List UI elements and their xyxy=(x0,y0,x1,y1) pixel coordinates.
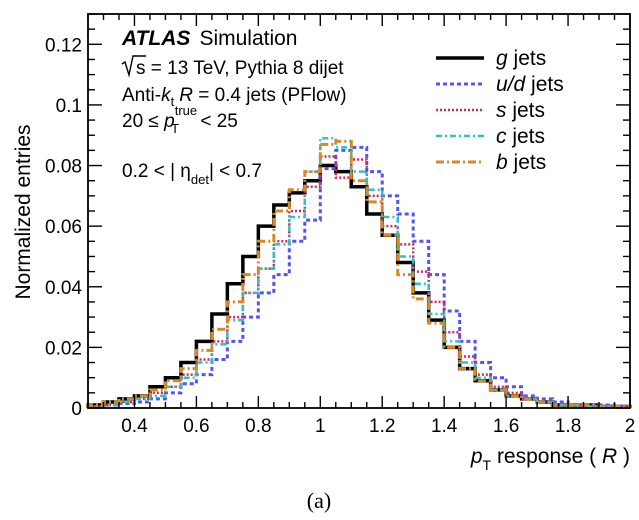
jet-algorithm-annotation: Anti-kt R = 0.4 jets (PFlow) xyxy=(122,85,347,109)
x-tick-label: 1 xyxy=(315,416,326,437)
x-tick-label: 0.4 xyxy=(121,416,148,437)
atlas-label: ATLAS Simulation xyxy=(121,27,298,50)
legend-label: s jets xyxy=(496,99,545,122)
x-axis-label: pT response ( R ) xyxy=(470,445,630,473)
figure-caption: (a) xyxy=(307,488,331,513)
series-line-2 xyxy=(86,155,632,408)
eta-range-annotation: 0.2 < | ηdet| < 0.7 xyxy=(122,161,262,187)
x-tick-label: 1.2 xyxy=(369,416,395,437)
legend-label: g jets xyxy=(496,47,546,70)
y-tick-label: 0.02 xyxy=(45,338,82,359)
series-line-4 xyxy=(86,139,632,408)
y-tick-label: 0.12 xyxy=(45,35,82,56)
x-tick-label: 0.8 xyxy=(245,416,271,437)
tick-labels: 0.4 0.6 0.8 1 1.2 1.4 1.6 1.8 2 0 0.02 0.04 0.06 0.08… xyxy=(45,35,635,437)
legend-label: b jets xyxy=(496,151,546,174)
y-tick-label: 0 xyxy=(71,399,82,420)
series-line-0 xyxy=(86,163,632,409)
x-tick-label: 1.8 xyxy=(555,416,581,437)
x-tick-label: 0.6 xyxy=(183,416,209,437)
plot-marks xyxy=(86,137,632,409)
x-tick-label: 2 xyxy=(625,416,636,437)
legend-label: u/d jets xyxy=(496,73,564,96)
axis-ticks xyxy=(87,13,631,409)
y-tick-label: 0.08 xyxy=(45,157,82,178)
x-tick-label: 1.6 xyxy=(493,416,519,437)
y-tick-label: 0.06 xyxy=(45,217,82,238)
energy-annotation: s = 13 TeV, Pythia 8 dijet xyxy=(121,55,344,79)
x-tick-label: 1.4 xyxy=(431,416,458,437)
legend: g jets u/d jets s jets c jets b jets xyxy=(436,47,564,174)
y-tick-label: 0.1 xyxy=(56,96,82,117)
series-line-1 xyxy=(86,145,632,408)
energy-text: s = 13 TeV, Pythia 8 dijet xyxy=(136,58,344,79)
y-axis-label: Normalized entries xyxy=(12,124,35,299)
legend-label: c jets xyxy=(496,125,545,148)
pt-range-annotation: 20 ≤ ptrue T < 25 xyxy=(122,103,238,136)
y-tick-label: 0.04 xyxy=(45,278,82,299)
